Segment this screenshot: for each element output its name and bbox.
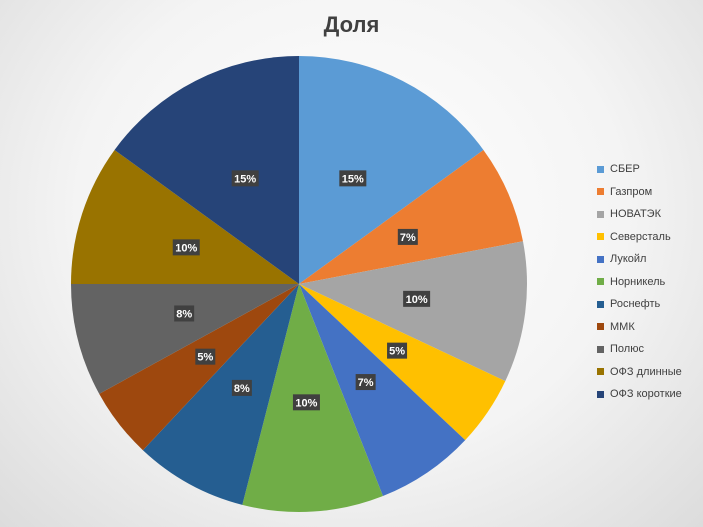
data-label-8: 5% bbox=[195, 348, 216, 365]
legend-swatch bbox=[597, 278, 604, 286]
pie-slice-1 bbox=[299, 56, 484, 284]
pie-slice-4 bbox=[299, 284, 506, 441]
legend-swatch bbox=[597, 345, 604, 353]
legend-label: ММК bbox=[610, 320, 635, 333]
data-label-box bbox=[172, 239, 200, 256]
data-label-text: 5% bbox=[197, 352, 213, 364]
legend-swatch bbox=[597, 300, 604, 308]
data-label-box bbox=[397, 228, 418, 245]
legend-swatch bbox=[597, 255, 604, 263]
data-label-text: 10% bbox=[406, 294, 428, 306]
legend-swatch bbox=[597, 233, 604, 241]
legend-item: Северсталь bbox=[597, 226, 682, 249]
legend-swatch bbox=[597, 323, 604, 331]
pie-slice-11 bbox=[114, 56, 299, 284]
data-label-5: 7% bbox=[355, 374, 376, 391]
data-label-text: 7% bbox=[400, 232, 416, 244]
data-label-box bbox=[231, 170, 259, 187]
legend-label: Роснефть bbox=[610, 298, 661, 311]
pie-slice-5 bbox=[299, 284, 466, 496]
legend-label: Газпром bbox=[610, 185, 653, 198]
data-label-3: 10% bbox=[403, 290, 431, 307]
data-label-1: 15% bbox=[339, 170, 367, 187]
data-label-text: 8% bbox=[234, 383, 250, 395]
legend-swatch bbox=[597, 188, 604, 196]
legend-label: НОВАТЭК bbox=[610, 208, 661, 221]
data-label-6: 10% bbox=[292, 394, 320, 411]
data-label-text: 8% bbox=[176, 308, 192, 320]
data-label-text: 15% bbox=[234, 173, 256, 185]
pie-slice-8 bbox=[99, 284, 299, 451]
data-label-box bbox=[292, 394, 320, 411]
legend-item: Газпром bbox=[597, 181, 682, 204]
legend-label: СБЕР bbox=[610, 163, 640, 176]
legend-label: ОФЗ длинные bbox=[610, 365, 682, 378]
data-label-11: 15% bbox=[231, 170, 259, 187]
data-label-10: 10% bbox=[172, 239, 200, 256]
legend-label: Северсталь bbox=[610, 230, 671, 243]
data-label-2: 7% bbox=[397, 228, 418, 245]
legend-item: ММК bbox=[597, 316, 682, 339]
legend-item: Лукойл bbox=[597, 248, 682, 271]
legend-item: ОФЗ короткие bbox=[597, 383, 682, 406]
data-label-text: 5% bbox=[389, 346, 405, 358]
data-label-text: 10% bbox=[295, 397, 317, 409]
legend-item: ОФЗ длинные bbox=[597, 361, 682, 384]
legend-label: Норникель bbox=[610, 275, 666, 288]
legend-item: НОВАТЭК bbox=[597, 203, 682, 226]
data-label-box bbox=[403, 290, 431, 307]
pie-slice-2 bbox=[299, 149, 523, 284]
data-label-text: 15% bbox=[342, 173, 364, 185]
legend-item: Норникель bbox=[597, 271, 682, 294]
legend-item: СБЕР bbox=[597, 158, 682, 181]
legend-label: ОФЗ короткие bbox=[610, 388, 682, 401]
data-label-4: 5% bbox=[387, 342, 408, 359]
legend-label: Полюс bbox=[610, 343, 644, 356]
data-label-box bbox=[355, 374, 376, 391]
data-label-text: 10% bbox=[175, 242, 197, 254]
data-label-box bbox=[339, 170, 367, 187]
data-label-7: 8% bbox=[231, 379, 252, 396]
data-label-box bbox=[387, 342, 408, 359]
legend-label: Лукойл bbox=[610, 253, 647, 266]
pie-slice-3 bbox=[299, 241, 527, 382]
chart-title: Доля bbox=[323, 12, 380, 37]
legend-swatch bbox=[597, 210, 604, 218]
data-label-9: 8% bbox=[174, 305, 195, 322]
pie-slice-7 bbox=[142, 284, 299, 505]
legend-item: Роснефть bbox=[597, 293, 682, 316]
legend-swatch bbox=[597, 390, 604, 398]
data-label-box bbox=[174, 305, 195, 322]
legend-swatch bbox=[597, 368, 604, 376]
data-label-box bbox=[195, 348, 216, 365]
chart-legend: СБЕР Газпром НОВАТЭК Северсталь Лукойл Норник… bbox=[597, 158, 682, 406]
data-label-box bbox=[231, 379, 252, 396]
legend-item: Полюс bbox=[597, 338, 682, 361]
data-label-text: 7% bbox=[358, 377, 374, 389]
pie-slice-9 bbox=[71, 284, 299, 394]
pie-slice-10 bbox=[71, 149, 299, 284]
legend-swatch bbox=[597, 165, 604, 173]
